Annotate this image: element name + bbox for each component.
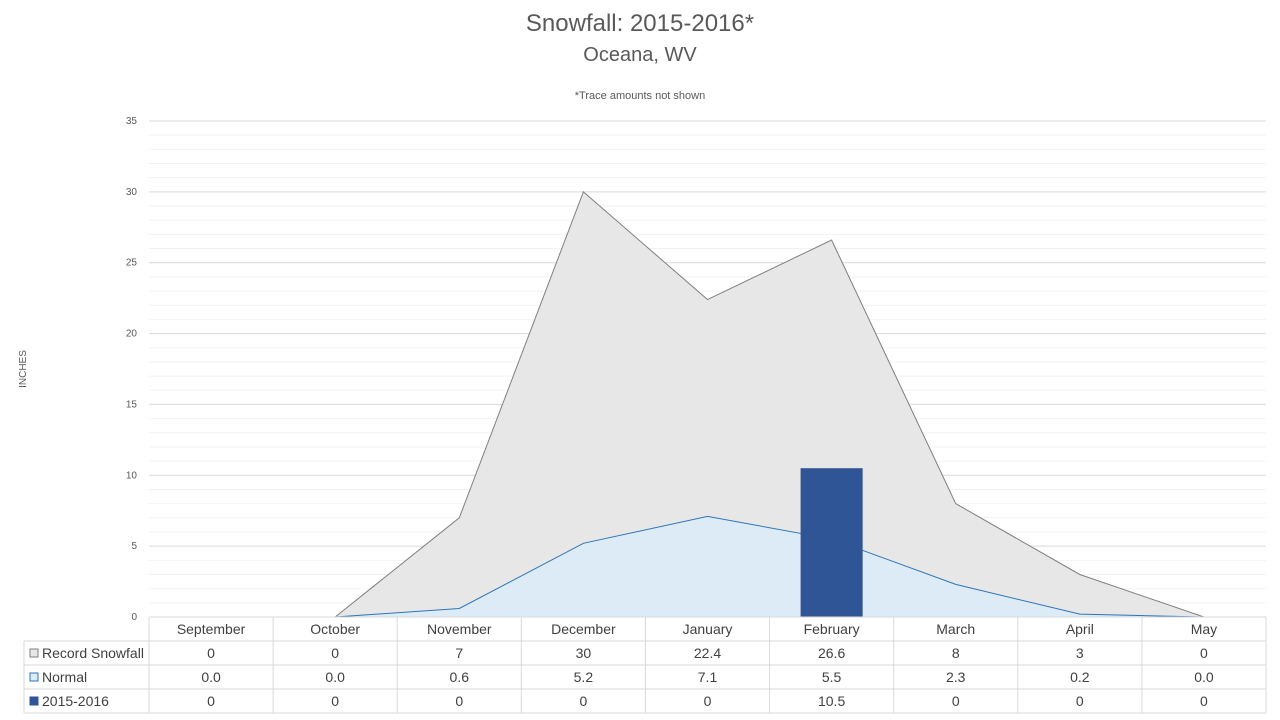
- legend-label: Record Snowfall: [42, 645, 144, 661]
- x-category-label: December: [551, 621, 616, 637]
- x-category-label: March: [936, 621, 975, 637]
- record-snowfall-line: [211, 191, 1205, 618]
- table-cell: 0: [1200, 693, 1208, 709]
- table-cell: 10.5: [818, 693, 845, 709]
- table-cell: 30: [576, 645, 592, 661]
- legend-key: [29, 648, 39, 658]
- table-cell: 0: [704, 693, 712, 709]
- y-tick-label: 25: [126, 258, 138, 269]
- table-cell: 0.0: [1194, 669, 1214, 685]
- x-category-label: April: [1066, 621, 1094, 637]
- table-cell: 0: [952, 693, 960, 709]
- normal-line: [211, 515, 1204, 618]
- table-cell: 0.0: [325, 669, 345, 685]
- legend-label: Normal: [42, 669, 87, 685]
- table-cell: 0.0: [201, 669, 221, 685]
- table-cell: 0: [331, 645, 339, 661]
- record-snowfall-area: [211, 191, 1204, 617]
- table-cell: 0: [207, 693, 215, 709]
- table-cell: 0: [579, 693, 587, 709]
- table-cell: 0: [207, 645, 215, 661]
- x-category-label: May: [1191, 621, 1217, 637]
- x-category-label: February: [804, 621, 860, 637]
- table-cell: 22.4: [694, 645, 721, 661]
- x-category-label: January: [683, 621, 733, 637]
- table-cell: 0: [455, 693, 463, 709]
- chart-subtitle: Oceana, WV: [583, 44, 697, 66]
- legend-label: 2015-2016: [42, 693, 109, 709]
- table-cell: 7.1: [698, 669, 718, 685]
- x-category-label: September: [177, 621, 246, 637]
- table-cell: 0.6: [450, 669, 470, 685]
- legend-key: [29, 696, 39, 706]
- table-cell: 0.2: [1070, 669, 1090, 685]
- table-cell: 0: [1076, 693, 1084, 709]
- y-tick-label: 15: [126, 399, 138, 410]
- x-category-label: November: [427, 621, 492, 637]
- y-tick-label: 0: [131, 612, 137, 623]
- table-cell: 7: [455, 645, 463, 661]
- legend-key: [29, 672, 39, 682]
- y-tick-label: 5: [131, 541, 137, 552]
- table-cell: 3: [1076, 645, 1084, 661]
- y-tick-label: 30: [126, 187, 138, 198]
- table-cell: 5.5: [822, 669, 842, 685]
- table-cell: 8: [952, 645, 960, 661]
- y-tick-label: 35: [126, 116, 138, 127]
- table-cell: 2.3: [946, 669, 966, 685]
- table-cell: 0: [1200, 645, 1208, 661]
- normal-area: [211, 516, 1204, 617]
- chart-title: Snowfall: 2015-2016*: [525, 10, 755, 37]
- table-cell: 0: [331, 693, 339, 709]
- table-cell: 5.2: [574, 669, 594, 685]
- chart-note: *Trace amounts not shown: [574, 90, 706, 102]
- bar-2015-2016: [800, 468, 863, 617]
- table-cell: 26.6: [818, 645, 845, 661]
- y-tick-label: 20: [126, 329, 138, 340]
- x-category-label: October: [310, 621, 360, 637]
- y-tick-label: 10: [126, 470, 138, 481]
